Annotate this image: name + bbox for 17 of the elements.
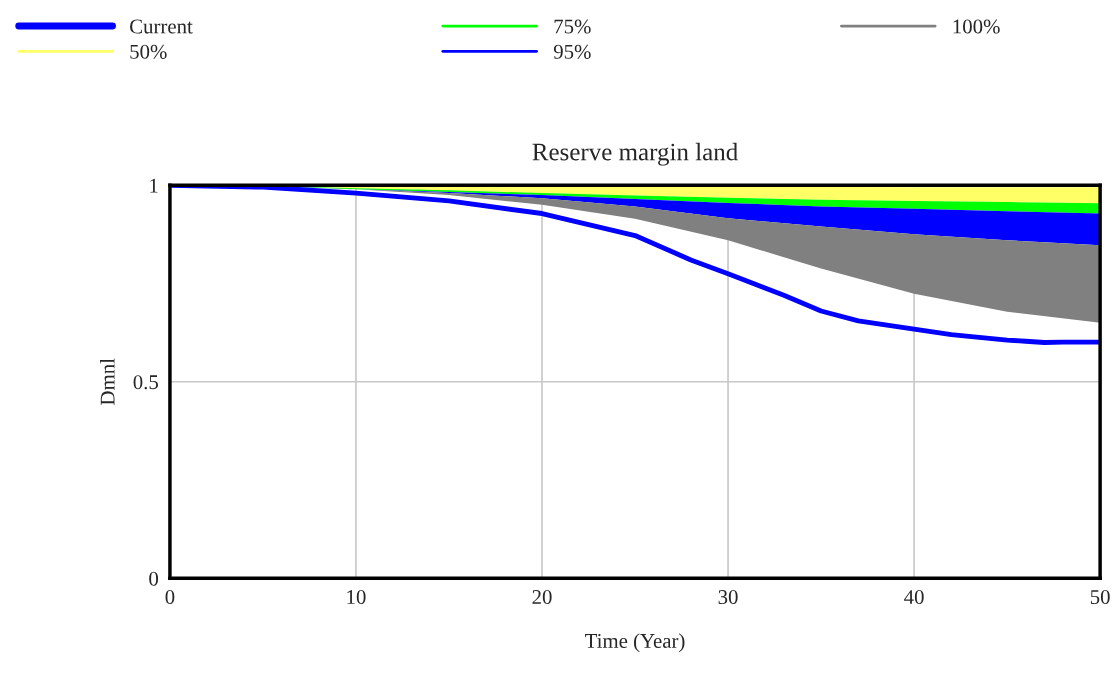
x-tick-label: 40 [904, 590, 924, 605]
legend-label: Current [130, 19, 193, 34]
x-axis-title: Time (Year) [585, 633, 685, 653]
chart-title: Reserve margin land [532, 142, 738, 166]
y-axis-title: Dmnl [100, 358, 115, 405]
legend-label: 75% [554, 19, 591, 34]
y-tick-label: 0 [149, 571, 159, 586]
x-tick-label: 50 [1090, 590, 1110, 605]
y-tick-label: 1 [150, 178, 158, 193]
x-tick-label: 30 [718, 590, 738, 605]
legend-label: 95% [553, 44, 591, 59]
x-tick-label: 20 [532, 590, 552, 605]
x-tick-label: 10 [347, 590, 366, 605]
legend-label: 50% [130, 44, 167, 59]
legend-label: 100% [953, 19, 1000, 34]
x-tick-label: 0 [165, 590, 175, 605]
y-tick-label: 0.5 [133, 375, 159, 390]
